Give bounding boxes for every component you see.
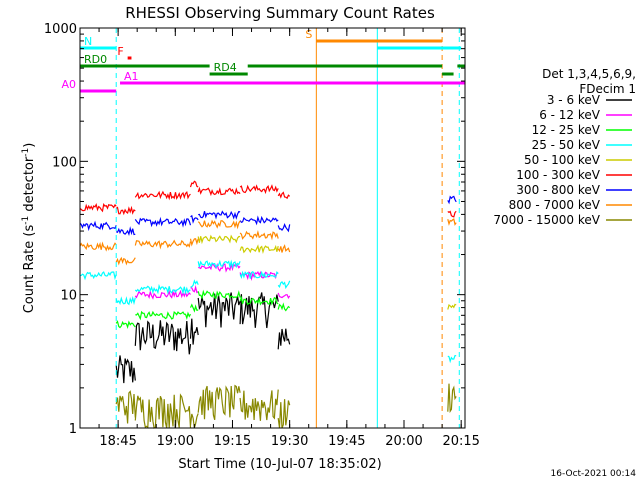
series-line-5 [79,180,457,218]
legend-label-6: 300 - 800 keV [516,183,600,197]
flag-label-rd0: RD0 [84,53,107,66]
series-line-6 [79,195,457,237]
flag-label-a1: A1 [124,70,139,83]
legend-label-4: 50 - 100 keV [524,153,601,167]
x-tick-label-6: 20:15 [442,434,479,449]
x-axis-label: Start Time (10-Jul-07 18:35:02) [178,457,381,472]
y-tick-label-0: 1 [69,422,77,437]
x-tick-label-5: 20:00 [385,434,422,449]
x-tick-label-2: 19:15 [214,434,251,449]
x-tick-label-0: 18:45 [99,434,136,449]
legend-label-3: 25 - 50 keV [532,138,601,152]
flag-label-n: N [84,35,92,48]
legend-header-1: FDecim 1 [579,82,636,96]
y-tick-label-1: 10 [60,289,77,304]
plot-frame [79,27,466,429]
flag-label-a0: A0 [61,78,76,91]
series-line-4 [197,234,457,310]
series-line-7 [79,218,457,266]
legend-label-1: 6 - 12 keV [539,108,601,122]
tick-layer: 18:45 19:00 19:15 19:30 19:45 20:00 20:15 1 10 10… [44,22,480,449]
y-axis-label: Count Rate (s-1 detector-1) [21,143,37,314]
vline-layer [115,28,460,428]
series-line-2 [115,289,291,329]
legend-label-2: 12 - 25 keV [532,123,601,137]
chart-title: RHESSI Observing Summary Count Rates [125,4,435,22]
series-line-0 [115,292,291,384]
series-line-3 [79,259,457,364]
footer-timestamp: 16-Oct-2021 00:14 [551,469,637,479]
x-tick-label-4: 19:45 [328,434,365,449]
legend-label-8: 7000 - 15000 keV [493,213,600,227]
y-tick-label-2: 100 [52,155,77,170]
x-tick-label-3: 19:30 [271,434,308,449]
series-line-1 [134,262,291,300]
data-layer [79,180,457,429]
x-tick-label-1: 19:00 [157,434,194,449]
legend-label-7: 800 - 7000 keV [509,198,601,212]
y-tick-label-3: 1000 [44,22,77,37]
flag-label-rd4: RD4 [214,61,237,74]
flag-layer: N F S RD0 RD4 A0 A1 [61,28,465,93]
flag-label-s: S [305,28,312,41]
legend-label-5: 100 - 300 keV [516,168,600,182]
legend-header-0: Det 1,3,4,5,6,9, [542,67,636,81]
legend-label-0: 3 - 6 keV [547,93,601,107]
flag-label-f: F [117,45,123,58]
